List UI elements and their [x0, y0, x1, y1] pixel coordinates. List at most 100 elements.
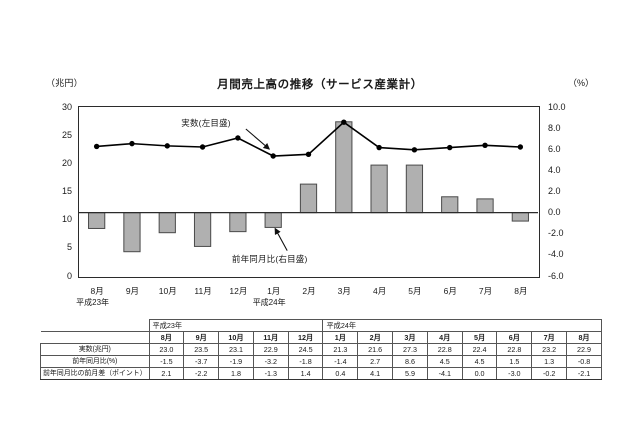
- right-axis-unit-label: （%）: [567, 78, 594, 88]
- x-axis-year-label: 平成24年: [252, 298, 286, 307]
- bar: [511, 212, 529, 222]
- x-axis-tick-label: 4月: [372, 286, 387, 296]
- x-axis-tick-label: 3月: [337, 286, 351, 296]
- x-axis-tick-label: 11月: [194, 286, 212, 296]
- table-cell: -3.0: [496, 367, 533, 380]
- table-column-header: 5月: [461, 331, 498, 344]
- table-cell: 5.9: [392, 367, 428, 380]
- right-axis-tick-label: 4.0: [548, 164, 561, 175]
- bar: [158, 212, 176, 234]
- line-marker: [517, 144, 524, 150]
- table-cell: -3.7: [183, 355, 220, 368]
- x-axis-tick-label: 6月: [443, 286, 457, 296]
- left-axis-tick-label: 15: [61, 186, 72, 196]
- bar: [123, 212, 141, 253]
- bar: [88, 212, 106, 229]
- table-column-header: 11月: [252, 331, 289, 344]
- table-month-header-row: 8月 9月 10月 11月 12月 1月 2月 3月 4月 5月 6月 7月 8月: [40, 331, 602, 344]
- x-axis-tick-label: 5月: [408, 286, 422, 296]
- table-cell: 23.1: [218, 343, 254, 356]
- table-corner-cell: [40, 319, 150, 332]
- table-cell: 22.4: [461, 343, 498, 356]
- table-cell: 21.6: [357, 343, 394, 356]
- bar: [229, 212, 247, 233]
- bar: [335, 121, 353, 214]
- table-cell: -3.2: [252, 355, 289, 368]
- table-row: 実数(兆円) 23.0 23.5 23.1 22.9 24.5 21.3 21.6 27.3 22…: [40, 343, 602, 356]
- table-column-header: 10月: [218, 331, 254, 344]
- table-row-label: 実数(兆円): [40, 343, 150, 356]
- table-column-header: 4月: [426, 331, 463, 344]
- bar: [370, 164, 388, 214]
- table-cell: 0.4: [322, 367, 359, 380]
- table-cell: 23.5: [183, 343, 220, 356]
- line-marker: [164, 143, 170, 149]
- bar: [405, 164, 424, 214]
- bar: [299, 183, 318, 214]
- table-row: 前年同月比(%) -1.5 -3.7 -1.9 -3.2 -1.8 -1.4 2.7 8.6 4.…: [40, 355, 602, 368]
- table-cell: 22.9: [252, 343, 289, 356]
- right-axis-tick-label: 2.0: [548, 186, 561, 196]
- table-row-label: 前年同月比の前月差（ポイント）: [40, 367, 150, 380]
- table-column-header: 9月: [183, 331, 220, 344]
- table-corner-cell: [40, 331, 150, 344]
- table-year-header-row: 平成23年 平成24年: [40, 319, 602, 332]
- table-cell: 21.3: [322, 343, 359, 356]
- bar: [264, 212, 282, 228]
- right-axis-tick-label: 8.0: [548, 122, 561, 133]
- table-column-header: 2月: [357, 331, 394, 344]
- table-cell: -4.1: [426, 367, 463, 380]
- left-axis-tick-label: 30: [61, 101, 72, 112]
- line-marker: [270, 153, 276, 159]
- table-cell: -1.9: [218, 355, 254, 368]
- right-axis-tick-label: 0.0: [548, 207, 561, 218]
- line-marker: [305, 151, 312, 158]
- x-axis-tick-label: 8月: [90, 286, 104, 296]
- table-column-header: 12月: [287, 331, 324, 344]
- right-axis-tick-label: -4.0: [548, 249, 564, 260]
- line-annotation-arrow: [245, 128, 271, 150]
- x-axis-tick-label: 12月: [229, 286, 248, 296]
- x-axis-tick-label: 7月: [478, 286, 493, 296]
- bar-annotation-arrow: [274, 227, 288, 251]
- table-cell: 4.5: [461, 355, 498, 368]
- line-marker: [447, 144, 453, 151]
- x-axis-tick-label: 2月: [302, 286, 316, 296]
- table-cell: -2.2: [183, 367, 220, 380]
- line-marker: [411, 147, 418, 153]
- left-axis-tick-label: 25: [61, 129, 72, 140]
- table-column-header: 7月: [531, 331, 568, 344]
- line-marker: [341, 119, 347, 125]
- bar: [476, 198, 494, 214]
- line-marker: [93, 143, 100, 150]
- right-axis-tick-label: 10.0: [548, 101, 566, 112]
- table-cell: -1.3: [252, 367, 289, 380]
- chart-plot-area: 実数(左目盛) 前年同月比(右目盛): [78, 106, 540, 278]
- table-cell: 22.9: [566, 343, 602, 356]
- table-cell: 1.8: [218, 367, 254, 380]
- table-cell: 8.6: [392, 355, 428, 368]
- table-cell: 4.1: [357, 367, 394, 380]
- page-title: 月間売上高の推移（サービス産業計）: [217, 79, 423, 91]
- table-column-header: 6月: [496, 331, 533, 344]
- line-marker: [482, 142, 488, 149]
- table-cell: -2.1: [566, 367, 602, 380]
- x-axis-year-label: 平成23年: [76, 298, 110, 307]
- line-marker: [376, 144, 382, 151]
- bar: [441, 196, 459, 214]
- table-column-header: 8月: [148, 331, 185, 344]
- line-series-annotation: 実数(左目盛): [181, 118, 231, 128]
- right-axis-tick-label: -6.0: [548, 270, 564, 281]
- table-cell: 0.0: [461, 367, 498, 380]
- bar: [193, 212, 212, 247]
- left-axis-tick-label: 10: [61, 214, 72, 225]
- left-axis-tick-label: 5: [66, 242, 72, 253]
- table-cell: 1.4: [287, 367, 324, 380]
- chart-svg: [79, 119, 538, 253]
- table-row: 前年同月比の前月差（ポイント） 2.1 -2.2 1.8 -1.3 1.4 0.4 4.1 5.…: [40, 367, 602, 380]
- x-axis-tick-label: 10月: [158, 286, 177, 296]
- chart-header: （兆円） 月間売上高の推移（サービス産業計） （%）: [0, 76, 640, 94]
- table-year-header: 平成23年: [148, 319, 324, 332]
- table-cell: 24.5: [287, 343, 324, 356]
- table-cell: -0.8: [566, 355, 602, 368]
